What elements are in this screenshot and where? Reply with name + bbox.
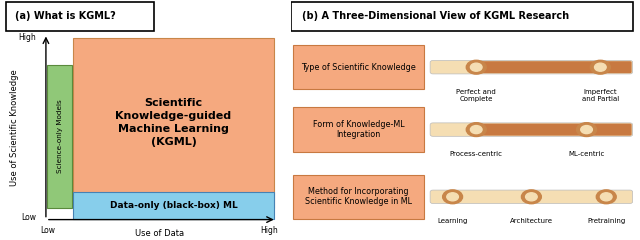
Text: Scientific
Knowledge-guided
Machine Learning
(KGML): Scientific Knowledge-guided Machine Lear…	[115, 98, 232, 147]
FancyBboxPatch shape	[47, 65, 72, 208]
FancyBboxPatch shape	[474, 124, 632, 136]
FancyBboxPatch shape	[73, 192, 274, 219]
Circle shape	[467, 123, 486, 137]
Text: Science-only Models: Science-only Models	[56, 99, 63, 173]
Circle shape	[443, 190, 463, 204]
Text: ML-centric: ML-centric	[568, 151, 605, 157]
Text: (b) A Three-Dimensional View of KGML Research: (b) A Three-Dimensional View of KGML Res…	[301, 11, 569, 21]
Text: Low: Low	[40, 226, 55, 235]
FancyBboxPatch shape	[291, 2, 634, 31]
FancyBboxPatch shape	[73, 38, 274, 208]
FancyBboxPatch shape	[6, 2, 154, 31]
Circle shape	[470, 63, 482, 71]
Circle shape	[525, 193, 537, 201]
Text: Learning: Learning	[437, 218, 468, 224]
Circle shape	[595, 63, 606, 71]
Text: Method for Incorporating
Scientific Knowledge in ML: Method for Incorporating Scientific Know…	[305, 187, 412, 206]
Text: Form of Knowledge-ML
Integration: Form of Knowledge-ML Integration	[313, 120, 404, 139]
Text: Data-only (black-box) ML: Data-only (black-box) ML	[109, 201, 237, 210]
Circle shape	[522, 190, 541, 204]
FancyBboxPatch shape	[474, 61, 632, 73]
Text: Low: Low	[21, 213, 36, 222]
Text: Use of Scientific Knowledge: Use of Scientific Knowledge	[10, 69, 19, 186]
FancyBboxPatch shape	[430, 123, 633, 136]
Text: Type of Scientific Knowledge: Type of Scientific Knowledge	[301, 63, 416, 72]
Text: High: High	[260, 226, 278, 235]
Circle shape	[590, 60, 611, 74]
FancyBboxPatch shape	[293, 175, 424, 219]
Text: Pretraining: Pretraining	[587, 218, 625, 224]
Circle shape	[467, 60, 486, 74]
Circle shape	[600, 193, 612, 201]
Text: Architecture: Architecture	[510, 218, 553, 224]
FancyBboxPatch shape	[430, 190, 633, 204]
Circle shape	[577, 123, 596, 137]
Circle shape	[580, 126, 593, 134]
Text: Process-centric: Process-centric	[450, 151, 503, 157]
FancyBboxPatch shape	[430, 60, 633, 74]
Text: Imperfect
and Partial: Imperfect and Partial	[582, 89, 619, 102]
Text: Perfect and
Complete: Perfect and Complete	[456, 89, 496, 102]
Circle shape	[596, 190, 616, 204]
Circle shape	[470, 126, 482, 134]
Circle shape	[447, 193, 458, 201]
FancyBboxPatch shape	[293, 45, 424, 90]
FancyBboxPatch shape	[293, 108, 424, 152]
Text: (a) What is KGML?: (a) What is KGML?	[15, 11, 115, 21]
Text: Use of Data: Use of Data	[135, 228, 184, 238]
Text: High: High	[18, 33, 36, 42]
